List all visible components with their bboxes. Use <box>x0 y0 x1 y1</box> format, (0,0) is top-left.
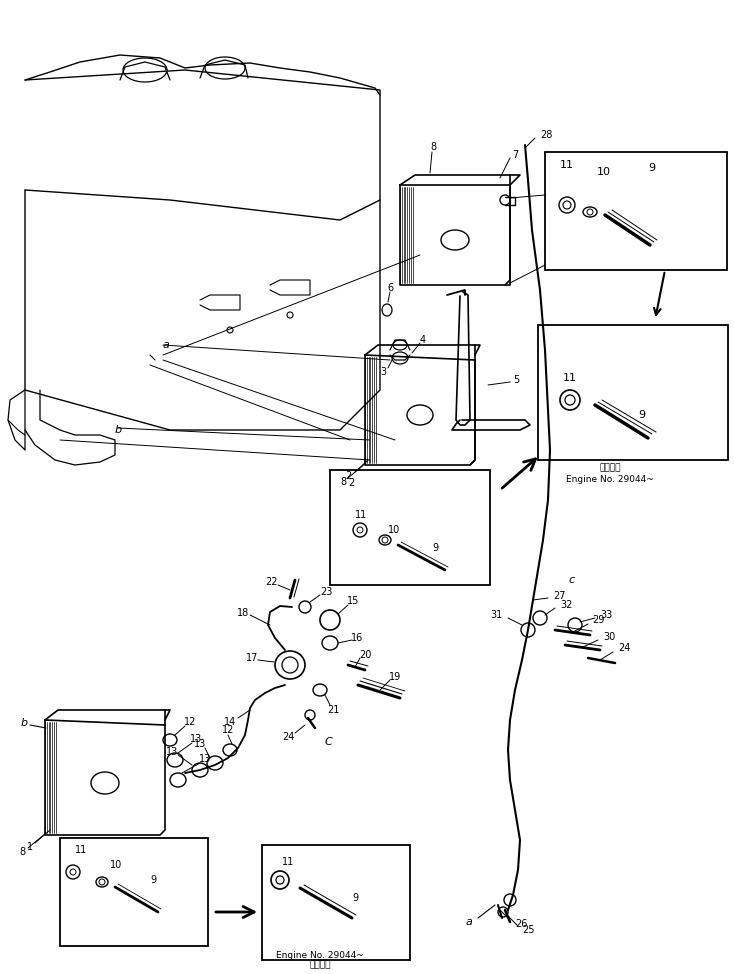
Text: 33: 33 <box>600 610 612 620</box>
Text: 11: 11 <box>355 510 367 520</box>
Text: 适用号機: 适用号機 <box>309 960 331 969</box>
Text: b: b <box>21 718 28 728</box>
Text: 23: 23 <box>320 587 333 597</box>
Text: 5: 5 <box>513 375 519 385</box>
Text: 30: 30 <box>603 632 615 642</box>
Text: 7: 7 <box>512 150 518 160</box>
Text: 29: 29 <box>592 615 604 625</box>
Text: 13: 13 <box>199 754 211 764</box>
Text: 13: 13 <box>190 734 202 744</box>
Text: 22: 22 <box>266 577 278 587</box>
Text: 适用号機: 适用号機 <box>599 464 621 472</box>
Text: 6: 6 <box>387 283 393 293</box>
Text: 28: 28 <box>540 130 553 140</box>
Text: 3: 3 <box>380 367 386 377</box>
Text: 9: 9 <box>648 163 655 173</box>
Text: Engine No. 29044~: Engine No. 29044~ <box>566 475 654 484</box>
Text: 24: 24 <box>282 732 294 742</box>
Text: 31: 31 <box>491 610 503 620</box>
Text: 10: 10 <box>597 167 611 177</box>
Text: 8: 8 <box>19 847 25 857</box>
Bar <box>330 470 490 585</box>
Bar <box>538 325 728 460</box>
Text: 17: 17 <box>246 653 258 663</box>
Text: a: a <box>465 917 472 927</box>
Text: 1: 1 <box>27 842 33 852</box>
Bar <box>262 845 410 960</box>
Text: 12: 12 <box>184 717 196 727</box>
Text: 11: 11 <box>75 845 87 855</box>
Text: a: a <box>163 340 170 350</box>
Bar <box>60 838 208 946</box>
Text: C: C <box>325 737 333 747</box>
Text: 13: 13 <box>166 747 178 757</box>
Text: b: b <box>115 425 122 435</box>
Text: 19: 19 <box>389 672 401 682</box>
Text: 20: 20 <box>359 650 371 660</box>
Text: 9: 9 <box>432 543 438 553</box>
Text: 8: 8 <box>340 477 346 487</box>
Text: 13: 13 <box>194 739 206 749</box>
Bar <box>545 152 727 270</box>
Text: 10: 10 <box>110 860 123 870</box>
Text: 10: 10 <box>388 525 400 535</box>
Text: 11: 11 <box>282 857 294 867</box>
Text: 32: 32 <box>560 600 573 610</box>
Text: 11: 11 <box>560 160 574 170</box>
Text: 2: 2 <box>345 471 351 481</box>
Text: 11: 11 <box>563 373 577 383</box>
Text: 8: 8 <box>430 142 436 152</box>
Text: 27: 27 <box>553 591 565 601</box>
Text: 15: 15 <box>346 596 359 606</box>
Text: 24: 24 <box>618 643 631 653</box>
Text: 25: 25 <box>522 925 534 935</box>
Text: 9: 9 <box>352 893 358 903</box>
Text: 9: 9 <box>638 410 645 420</box>
Text: c: c <box>568 575 574 585</box>
Text: 21: 21 <box>327 705 339 715</box>
Text: 4: 4 <box>420 335 426 345</box>
Text: Engine No. 29044~: Engine No. 29044~ <box>276 952 364 960</box>
Text: 18: 18 <box>237 608 249 618</box>
Text: 2: 2 <box>348 478 355 488</box>
Text: 9: 9 <box>150 875 156 885</box>
Text: 16: 16 <box>351 633 363 643</box>
Text: 14: 14 <box>224 717 236 727</box>
Text: 26: 26 <box>515 919 527 929</box>
Text: 12: 12 <box>222 725 234 735</box>
